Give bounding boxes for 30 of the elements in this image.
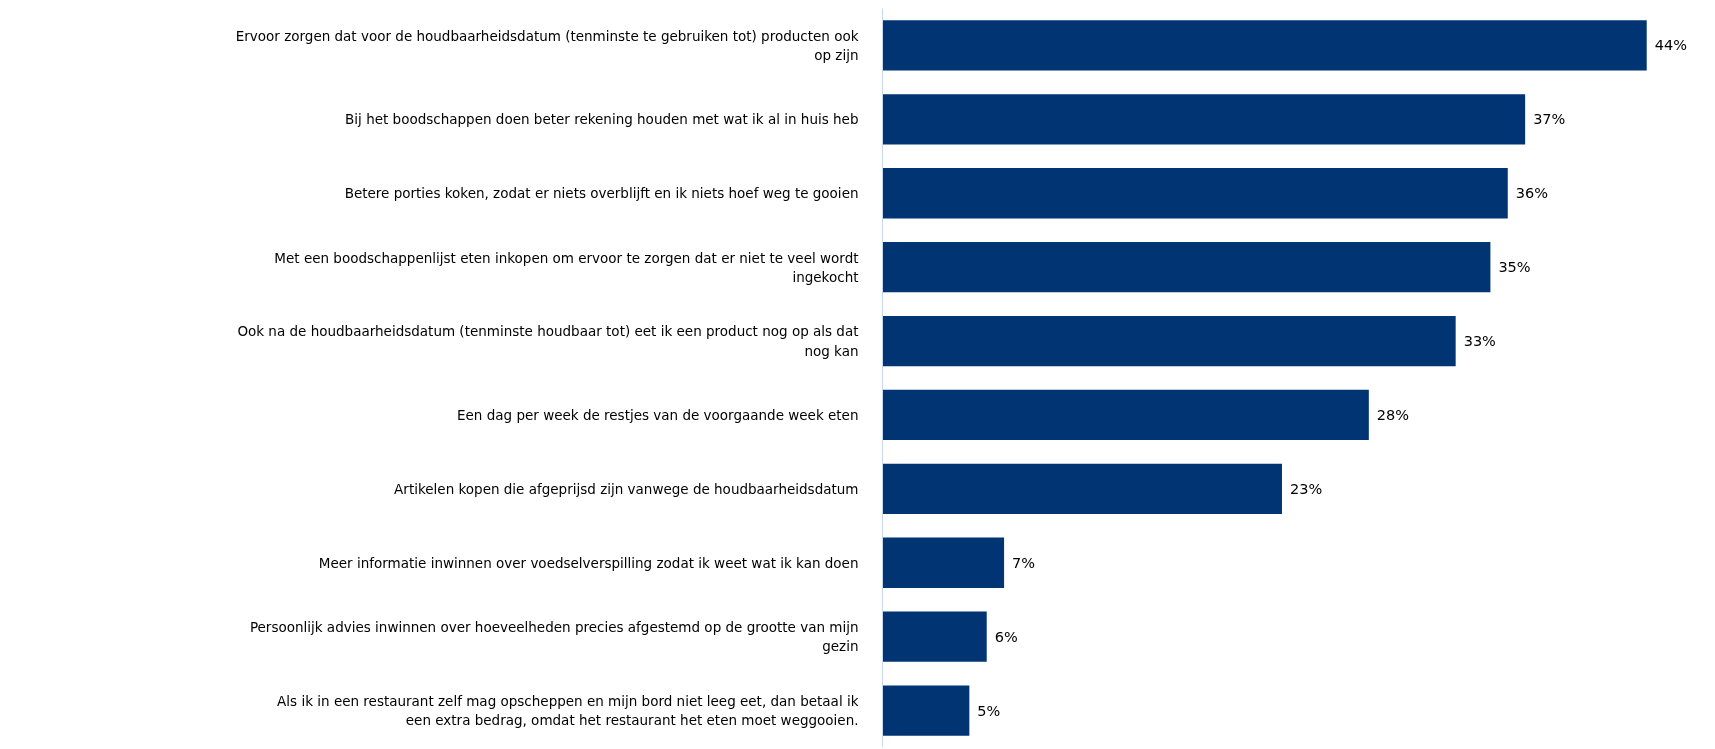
- data-label: 37%: [1533, 111, 1566, 128]
- data-label: 5%: [977, 702, 1001, 719]
- y-tick-label: Betere porties koken, zodat er niets overblijft en ik niets hoef weg te gooien: [344, 185, 859, 202]
- bar: [882, 537, 1005, 588]
- bar: [882, 685, 970, 736]
- bar: [882, 20, 1647, 71]
- y-tick-label: Ook na de houdbaarheidsdatum (tenminste houdbaar tot) eet ik een product nog op als dat nog kan: [237, 323, 859, 359]
- bar: [882, 315, 1456, 367]
- data-label: 7%: [1012, 554, 1036, 571]
- data-label: 44%: [1654, 37, 1687, 54]
- y-tick-label: Ervoor zorgen dat voor de houdbaarheidsdatum (tenminste te gebruiken tot) producten ook op zijn: [235, 27, 859, 64]
- data-label: 36%: [1515, 185, 1549, 202]
- data-label: 6%: [994, 628, 1018, 645]
- data-label: 23%: [1289, 480, 1323, 497]
- bar: [882, 94, 1526, 145]
- data-label: 28%: [1376, 406, 1410, 423]
- bar: [882, 389, 1369, 441]
- bar: [882, 168, 1508, 219]
- bar: [882, 242, 1491, 293]
- y-tick-label: Meer informatie inwinnen over voedselverspilling zodat ik weet wat ik kan doen: [318, 554, 859, 571]
- bar: [882, 463, 1282, 514]
- y-tick-label: Een dag per week de restjes van de voorgaande week eten: [457, 406, 859, 423]
- y-tick-label: Artikelen kopen die afgeprijsd zijn vanwege de houdbaarheidsdatum: [394, 480, 859, 497]
- y-tick-label: Als ik in een restaurant zelf mag opscheppen en mijn bord niet leeg eet, dan betaal ik een extra bedrag, omdat het restaurant het eten moet weggooien.: [277, 692, 859, 729]
- y-tick-label: Met een boodschappenlijst eten inkopen om ervoor te zorgen dat er niet te veel wordt ingekocht: [274, 249, 859, 285]
- y-tick-label: Persoonlijk advies inwinnen over hoeveelheden precies afgestemd op de grootte van mijn gezin: [249, 619, 859, 655]
- y-tick-label: Bij het boodschappen doen beter rekening houden met wat ik al in huis heb: [345, 111, 859, 128]
- bar: [882, 611, 987, 662]
- data-label: 35%: [1498, 259, 1531, 276]
- data-label: 33%: [1463, 333, 1496, 350]
